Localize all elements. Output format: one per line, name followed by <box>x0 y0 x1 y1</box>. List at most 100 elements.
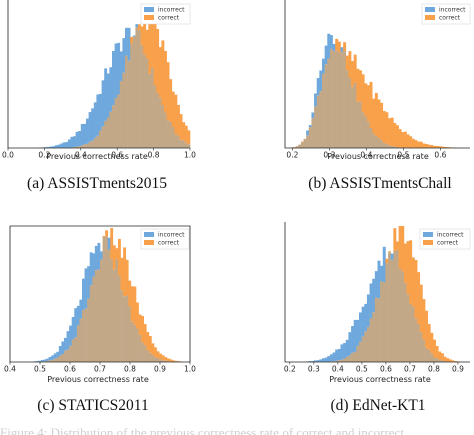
histogram-bar-overlap <box>169 121 173 148</box>
histogram-bar-overlap <box>292 147 296 148</box>
histogram-bar-overlap <box>332 50 336 148</box>
histogram-bar-correct <box>151 17 154 68</box>
histogram-bar-overlap <box>340 51 344 149</box>
histogram-bar-correct <box>422 299 426 340</box>
x-tick-label: 0.0 <box>2 151 14 160</box>
legend-swatch-incorrect-d <box>423 232 433 237</box>
histogram-bar-overlap <box>105 236 109 362</box>
histogram-bar-incorrect <box>53 353 57 359</box>
histogram-bar-correct <box>393 228 397 251</box>
histogram-bar-incorrect <box>64 337 67 351</box>
histogram-bar-overlap <box>132 36 136 148</box>
x-tick-label: 0.2 <box>286 151 298 160</box>
histogram-bar-overlap <box>46 360 49 362</box>
histogram-bar-incorrect <box>91 108 95 141</box>
histogram-bar-overlap <box>356 345 360 362</box>
histogram-bar-overlap <box>430 353 434 362</box>
histogram-bar-incorrect <box>88 112 92 142</box>
histogram-bar-correct <box>123 247 127 297</box>
histogram-bar-incorrect <box>348 332 352 356</box>
histogram-bar-overlap <box>396 249 399 362</box>
histogram-bar-overlap <box>372 133 376 148</box>
legend-swatch-incorrect-b <box>425 7 435 12</box>
legend-swatch-incorrect-c <box>144 232 154 237</box>
histogram-bar-overlap <box>345 356 349 362</box>
histogram-bar-overlap <box>156 358 160 362</box>
histogram-bar-overlap <box>128 306 132 362</box>
histogram-bar-correct <box>356 68 360 102</box>
histogram-bar-overlap <box>64 350 67 362</box>
histogram-bar-incorrect <box>84 268 88 309</box>
histogram-bar-overlap <box>388 252 392 362</box>
histogram-bar-overlap <box>177 135 180 148</box>
histogram-bar-incorrect <box>117 42 121 95</box>
histogram-bar-overlap <box>120 290 124 362</box>
histogram-bar-correct <box>388 251 392 253</box>
histogram-bar-overlap <box>148 352 152 362</box>
histogram-bar-overlap <box>348 77 352 148</box>
histogram-bar-overlap <box>340 359 344 362</box>
histogram-bar-correct <box>417 141 421 148</box>
histogram-bar-overlap <box>153 85 157 148</box>
histogram-bar-overlap <box>154 356 157 362</box>
legend-label-correct-a: correct <box>158 15 180 22</box>
histogram-bar-incorrect <box>75 131 79 147</box>
histogram-bar-correct <box>112 245 116 270</box>
histogram-bar-overlap <box>100 259 103 362</box>
histogram-bar-overlap <box>366 326 370 362</box>
histogram-bar-incorrect <box>314 360 318 362</box>
histogram-bar-incorrect <box>57 144 61 148</box>
histogram-bar-incorrect <box>54 145 58 148</box>
histogram-bar-overlap <box>130 43 134 148</box>
x-tick-label: 0.4 <box>4 365 16 374</box>
legend-swatch-correct-c <box>144 240 154 245</box>
histogram-bar-correct <box>166 62 170 121</box>
histogram-bar-incorrect <box>314 93 318 107</box>
histogram-bar-overlap <box>337 360 341 362</box>
histogram-bar-overlap <box>306 135 310 148</box>
histogram-bar-overlap <box>308 127 312 148</box>
histogram-bar-overlap <box>319 91 323 148</box>
histogram-bar-overlap <box>119 80 123 148</box>
histogram-bar-incorrect <box>86 118 89 144</box>
histogram-bar-overlap <box>135 27 139 148</box>
histogram-bar-overlap <box>76 325 80 362</box>
legend-b: incorrect correct <box>421 3 471 25</box>
x-axis-label-a: Previous correctness rate <box>46 152 148 161</box>
legend-label-incorrect-a: incorrect <box>158 7 185 14</box>
histogram-bar-incorrect <box>109 67 113 112</box>
histogram-bar-incorrect <box>49 146 53 148</box>
legend-label-incorrect-b: incorrect <box>439 7 466 14</box>
histogram-bar-overlap <box>115 259 119 362</box>
histogram-bar-correct <box>443 146 447 148</box>
histogram-bar-overlap <box>433 357 436 362</box>
x-tick-label: 0.4 <box>332 365 344 374</box>
histogram-bar-overlap <box>58 355 62 362</box>
caption-c: (c) STATICS2011 <box>37 397 148 414</box>
x-tick-label: 0.5 <box>34 365 46 374</box>
histogram-bar-incorrect <box>74 308 78 338</box>
histogram-bar-incorrect <box>374 271 378 298</box>
histogram-bar-correct <box>148 336 152 353</box>
histogram-bar-overlap <box>440 360 444 362</box>
histogram-bar-correct <box>430 145 434 148</box>
histogram-bar-overlap <box>311 118 315 148</box>
histogram-bar-incorrect <box>43 359 47 362</box>
histogram-bar-overlap <box>327 58 331 148</box>
histogram-bar-overlap <box>114 98 118 148</box>
histogram-bar-overlap <box>107 249 111 362</box>
legend-label-correct-b: correct <box>439 15 461 22</box>
histogram-bar-correct <box>377 99 381 138</box>
histogram-bar-overlap <box>398 268 402 362</box>
histogram-bar-correct <box>153 15 157 86</box>
histogram-bar-correct <box>448 359 452 362</box>
histogram-bar-incorrect <box>101 80 105 127</box>
x-ticks-b: 0.2 0.3 0.4 0.5 0.6 <box>286 148 447 160</box>
histogram-bar-overlap <box>56 357 60 362</box>
histogram-bar-correct <box>380 102 384 140</box>
histogram-bar-incorrect <box>76 305 80 326</box>
histogram-bar-incorrect <box>80 124 84 146</box>
legend-swatch-incorrect-a <box>144 7 154 12</box>
histogram-bar-overlap <box>141 342 145 362</box>
histogram-bar-incorrect <box>372 278 376 313</box>
